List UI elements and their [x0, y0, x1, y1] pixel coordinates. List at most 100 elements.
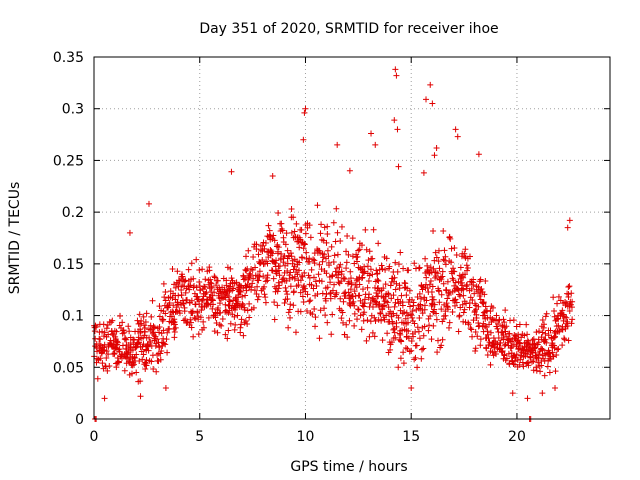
data-point	[353, 284, 360, 291]
data-point	[182, 289, 189, 296]
data-point	[366, 291, 373, 298]
data-point	[261, 283, 268, 290]
data-point	[486, 339, 493, 346]
data-point	[283, 277, 290, 284]
data-point	[103, 347, 110, 354]
data-point	[424, 285, 431, 292]
data-point	[208, 284, 215, 291]
data-point	[196, 278, 203, 285]
data-point	[193, 284, 200, 291]
data-point	[564, 224, 571, 231]
data-point	[568, 304, 575, 311]
data-point	[245, 247, 252, 254]
data-point	[524, 395, 531, 402]
data-point	[274, 302, 281, 309]
data-point	[94, 375, 101, 382]
data-point	[460, 309, 467, 316]
data-point	[431, 152, 438, 159]
data-point	[387, 346, 394, 353]
data-point	[439, 336, 446, 343]
data-point	[453, 252, 460, 259]
data-point	[470, 276, 477, 283]
data-point	[348, 280, 355, 287]
data-point	[213, 320, 220, 327]
data-point	[561, 335, 568, 342]
data-point	[559, 342, 566, 349]
data-point	[515, 331, 522, 338]
data-point	[293, 220, 300, 227]
data-point	[405, 267, 412, 274]
data-point	[539, 390, 546, 397]
data-point	[445, 292, 452, 299]
data-point	[332, 268, 339, 275]
data-point	[284, 295, 291, 302]
data-point	[500, 316, 507, 323]
data-point	[114, 339, 121, 346]
data-point	[287, 314, 294, 321]
data-point	[536, 351, 543, 358]
data-point	[383, 255, 390, 262]
data-point	[431, 301, 438, 308]
data-point	[386, 263, 393, 270]
data-point	[143, 310, 150, 317]
chart-title: Day 351 of 2020, SRMTID for receiver iho…	[199, 21, 498, 37]
data-point	[401, 309, 408, 316]
y-tick-label: 0.05	[53, 360, 84, 376]
data-point	[226, 298, 233, 305]
data-point	[524, 331, 531, 338]
data-point	[264, 272, 271, 279]
data-point	[543, 310, 550, 317]
data-point	[430, 322, 437, 329]
data-point	[250, 254, 257, 261]
data-point	[375, 285, 382, 292]
data-point	[476, 322, 483, 329]
data-point	[384, 299, 391, 306]
data-point	[550, 353, 557, 360]
data-point	[269, 172, 276, 179]
data-point	[200, 324, 207, 331]
data-point	[218, 322, 225, 329]
data-point	[100, 321, 107, 328]
data-point	[239, 300, 246, 307]
data-point	[209, 305, 216, 312]
data-point	[435, 337, 442, 344]
y-tick-label: 0.2	[62, 205, 84, 221]
data-point	[154, 336, 161, 343]
data-point	[566, 283, 573, 290]
data-point	[160, 340, 167, 347]
data-point	[133, 351, 140, 358]
data-point	[379, 337, 386, 344]
data-point	[347, 286, 354, 293]
data-point	[407, 303, 414, 310]
data-point	[311, 306, 318, 313]
data-point	[312, 314, 319, 321]
data-point	[301, 109, 308, 116]
data-point	[431, 306, 438, 313]
data-point	[156, 324, 163, 331]
data-point	[299, 273, 306, 280]
data-point	[280, 259, 287, 266]
data-point	[175, 283, 182, 290]
data-point	[234, 312, 241, 319]
data-point	[264, 277, 271, 284]
data-point	[97, 355, 104, 362]
data-point	[344, 334, 351, 341]
data-point	[416, 265, 423, 272]
data-point	[447, 235, 454, 242]
data-point	[285, 309, 292, 316]
data-point	[553, 351, 560, 358]
data-point	[307, 297, 314, 304]
data-point	[477, 296, 484, 303]
data-point	[195, 331, 202, 338]
data-point	[375, 302, 382, 309]
data-point	[338, 278, 345, 285]
data-point	[216, 300, 223, 307]
data-point	[438, 276, 445, 283]
data-point	[317, 230, 324, 237]
data-point	[222, 331, 229, 338]
data-point	[227, 283, 234, 290]
data-point	[429, 283, 436, 290]
data-point	[190, 275, 197, 282]
data-point	[197, 314, 204, 321]
